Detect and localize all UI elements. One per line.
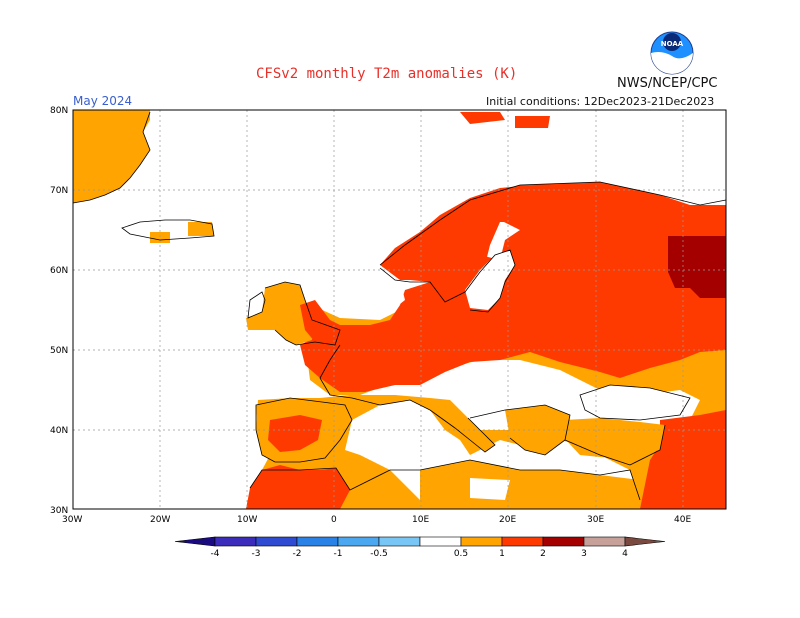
colorbar-label: -4 xyxy=(211,549,220,559)
colorbar-label: -2 xyxy=(293,549,302,559)
colorbar-swatch xyxy=(214,536,257,547)
colorbar-swatch xyxy=(419,536,462,547)
north-africa-red-anomaly xyxy=(246,465,350,509)
coastlines xyxy=(72,111,727,501)
black-sea xyxy=(580,385,690,420)
russia-dark-red-anomaly xyxy=(668,236,726,298)
colorbar-min-arrow xyxy=(174,536,216,547)
greece-orange-anomaly xyxy=(505,405,570,455)
lon-tick-10e: 10E xyxy=(412,515,429,525)
scandinavia-red-anomaly xyxy=(380,186,590,302)
colorbar: -4 -3 -2 -1 -0.5 0.5 1 2 3 4 xyxy=(174,536,666,559)
baltic-sea xyxy=(465,250,515,310)
lon-tick-10w: 10W xyxy=(237,515,257,525)
lat-tick-60: 60N xyxy=(50,266,68,276)
lon-tick-30w: 30W xyxy=(62,515,82,525)
lon-tick-20e: 20E xyxy=(499,515,516,525)
colorbar-swatch xyxy=(378,536,421,547)
colorbar-label: -3 xyxy=(252,549,261,559)
colorbar-swatch xyxy=(501,536,544,547)
iceland-anomaly xyxy=(150,222,214,243)
colorbar-swatch xyxy=(460,536,503,547)
colorbar-label: 3 xyxy=(581,549,587,559)
colorbar-swatch xyxy=(583,536,626,547)
lat-tick-70: 70N xyxy=(50,186,68,196)
map-frame xyxy=(72,109,727,510)
lon-tick-0: 0 xyxy=(331,515,337,525)
valid-month: May 2024 xyxy=(73,94,133,108)
gridlines xyxy=(73,110,726,509)
colorbar-swatch xyxy=(255,536,298,547)
colorbar-swatch xyxy=(337,536,380,547)
colorbar-max-arrow xyxy=(624,536,666,547)
svg-text:NOAA: NOAA xyxy=(661,40,684,48)
lat-tick-50: 50N xyxy=(50,346,68,356)
colorbar-label: 1 xyxy=(499,549,505,559)
lat-tick-40: 40N xyxy=(50,426,68,436)
lon-tick-40e: 40E xyxy=(674,515,691,525)
page-title: CFSv2 monthly T2m anomalies (K) xyxy=(256,66,518,82)
libya-white-gap xyxy=(470,478,510,500)
greenland-anomaly xyxy=(73,110,150,203)
noaa-logo: NOAA xyxy=(650,31,694,75)
italy-orange-anomaly xyxy=(430,398,495,452)
svalbard-anomaly xyxy=(460,112,550,128)
colorbar-label: -1 xyxy=(334,549,343,559)
north-sea xyxy=(340,265,405,312)
turkey-orange-anomaly xyxy=(565,418,665,458)
colorbar-label: 0.5 xyxy=(454,549,468,559)
colorbar-swatch xyxy=(542,536,585,547)
colorbar-label: -0.5 xyxy=(370,549,388,559)
europe-red-anomaly xyxy=(300,182,726,392)
agency-label: NWS/NCEP/CPC xyxy=(617,76,718,91)
lon-ticks: 30W 20W 10W 0 10E 20E 30E 40E xyxy=(62,515,691,525)
initial-conditions: Initial conditions: 12Dec2023-21Dec2023 xyxy=(486,95,715,108)
uk-orange-anomaly xyxy=(246,282,312,345)
lat-tick-30: 30N xyxy=(50,506,68,516)
lat-tick-80: 80N xyxy=(50,106,68,116)
iberia-red-anomaly xyxy=(268,415,322,452)
colorbar-label: 2 xyxy=(540,549,546,559)
colorbar-label: 4 xyxy=(622,549,628,559)
colorbar-swatch xyxy=(296,536,339,547)
lat-ticks: 80N 70N 60N 50N 40N 30N xyxy=(50,106,68,516)
lon-tick-30e: 30E xyxy=(587,515,604,525)
lon-tick-20w: 20W xyxy=(150,515,170,525)
